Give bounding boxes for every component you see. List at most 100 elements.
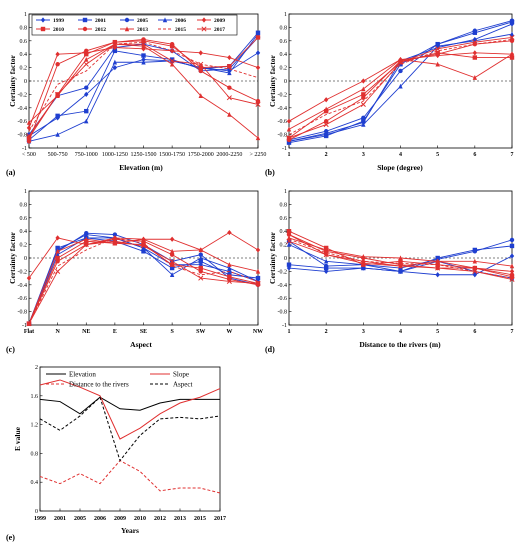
data-point: [84, 236, 89, 242]
data-point: [227, 54, 232, 61]
y-tick-label: -0.6: [18, 119, 28, 125]
x-tick-label: 2: [325, 329, 328, 335]
y-tick-label: 2: [35, 365, 38, 371]
data-point: [84, 56, 89, 62]
data-point: [169, 252, 175, 257]
series-line: [288, 39, 513, 135]
data-point: [141, 242, 146, 247]
y-tick-label: -0.8: [278, 310, 288, 316]
data-point: [361, 262, 366, 267]
series-line: [28, 240, 259, 324]
data-point: [55, 235, 60, 241]
data-point: [286, 135, 292, 141]
data-point: [509, 276, 515, 282]
data-point: [286, 262, 292, 267]
x-tick-label: 2015: [194, 516, 206, 522]
x-tick-label: 1: [288, 152, 291, 158]
y-tick-label: -0.2: [18, 269, 28, 275]
series-line: [28, 240, 259, 324]
data-point: [169, 265, 175, 271]
data-point: [226, 95, 232, 101]
x-tick-label: S: [170, 329, 174, 335]
data-point: [198, 61, 204, 67]
series-line: [288, 20, 513, 141]
data-point: [255, 275, 261, 281]
y-tick-label: 0.6: [280, 39, 288, 45]
data-point: [55, 113, 60, 119]
data-point: [227, 70, 232, 76]
panel-d: -1 -0.8 -0.6 -0.4 -0.2 0 0.2 0.4 0.6 0.8 1 1 2 3 4 5 6 7 D…: [265, 189, 515, 354]
data-point: [198, 255, 203, 261]
legend-label: Slope: [173, 371, 189, 379]
data-point: [509, 263, 515, 269]
x-tick-label: 5: [436, 329, 439, 335]
series-slope: [39, 379, 221, 440]
data-point: [198, 247, 203, 253]
data-point: [227, 265, 232, 271]
data-point: [141, 245, 146, 251]
data-point: [286, 242, 292, 247]
data-point: [169, 262, 175, 267]
data-point: [361, 78, 366, 84]
data-point: [55, 268, 61, 274]
data-point: [141, 236, 146, 242]
y-tick-label: -0.6: [18, 296, 28, 302]
series-aspect: [39, 396, 221, 462]
data-point: [26, 139, 32, 144]
data-point: [226, 278, 232, 285]
data-point: [398, 83, 403, 89]
y-tick-label: 1.6: [31, 394, 39, 400]
data-point: [509, 237, 515, 243]
panel-label: (d): [265, 345, 275, 354]
series-2013: [286, 51, 515, 132]
data-point: [26, 119, 32, 125]
data-point: [84, 231, 89, 236]
y-tick-label: -0.6: [278, 119, 288, 125]
data-point: [26, 275, 32, 281]
data-point: [509, 55, 515, 60]
y-tick-label: -0.4: [18, 106, 28, 112]
data-point: [323, 258, 329, 264]
panel-e: 0 0.4 0.8 1.2 1.6 2 1999 2001 2005 2006 2009 2010 20…: [6, 365, 226, 542]
series-2015: [288, 39, 513, 135]
x-tick-label: 1999: [34, 516, 46, 522]
data-point: [472, 50, 478, 56]
x-tick-label: 2012: [154, 516, 166, 522]
series-2012: [26, 37, 261, 144]
data-point: [255, 280, 261, 287]
data-point: [255, 98, 261, 104]
data-point: [227, 64, 232, 69]
data-point: [398, 259, 403, 264]
series-line: [39, 379, 221, 440]
data-point: [227, 262, 232, 267]
data-point: [323, 252, 329, 258]
y-axis-label: E value: [13, 426, 22, 451]
y-tick-label: 0: [35, 509, 38, 515]
data-point: [169, 236, 175, 242]
data-point: [84, 85, 89, 90]
panel-label: (e): [6, 533, 15, 542]
legend-label: 2010: [53, 27, 64, 33]
data-point: [286, 229, 292, 234]
x-tick-label: 3: [362, 329, 365, 335]
data-point: [323, 106, 329, 112]
y-tick-label: -0.2: [278, 92, 288, 98]
data-point: [472, 268, 478, 274]
y-tick-label: 0: [284, 79, 287, 85]
series-2013: [286, 235, 515, 269]
data-point: [198, 65, 203, 70]
series-distance-to-the-rivers: [39, 459, 221, 494]
series-line: [39, 459, 221, 494]
x-tick-label: 750-1000: [75, 152, 98, 158]
x-axis-label: Aspect: [130, 340, 152, 349]
legend-marker: [82, 17, 88, 23]
data-point: [323, 263, 329, 269]
data-point: [255, 268, 261, 274]
data-point: [509, 272, 515, 277]
series-elevation: [39, 396, 220, 415]
data-point: [286, 235, 292, 241]
data-point: [112, 238, 118, 244]
data-point: [55, 245, 60, 251]
y-axis-label: Certainty factor: [8, 54, 17, 107]
